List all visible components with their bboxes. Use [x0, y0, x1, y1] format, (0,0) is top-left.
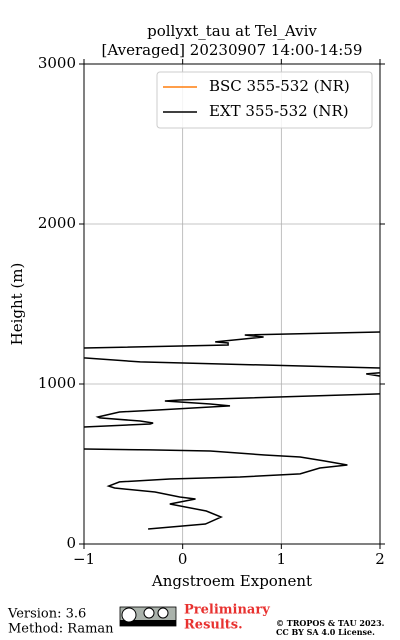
series-line	[84, 331, 380, 530]
cc-logo	[119, 606, 177, 627]
copyright: © TROPOS & TAU 2023.	[276, 618, 385, 628]
version: Version: 3.6	[7, 607, 86, 622]
y-tick-label: 3000	[38, 54, 76, 72]
chart-title: pollyxt_tau at Tel_Aviv	[147, 22, 317, 40]
legend-label: BSC 355-532 (NR)	[209, 77, 350, 95]
y-tick-label: 0	[66, 534, 76, 552]
plot-area	[84, 331, 380, 530]
x-tick-label: −1	[73, 550, 95, 568]
legend-box	[156, 71, 373, 129]
plot-frame	[83, 63, 381, 545]
x-axis-label: Angstroem Exponent	[151, 572, 312, 590]
x-tick-label: 0	[178, 550, 188, 568]
preliminary: Results.	[184, 618, 243, 633]
x-tick-label: 1	[277, 550, 287, 568]
y-tick-label: 1000	[38, 374, 76, 392]
copyright: CC BY SA 4.0 License.	[276, 627, 375, 637]
y-tick-label: 2000	[38, 214, 76, 232]
x-tick-label: 2	[375, 550, 385, 568]
legend-label: EXT 355-532 (NR)	[209, 102, 349, 120]
method: Method: Raman	[8, 622, 114, 637]
chart-title: [Averaged] 20230907 14:00-14:59	[102, 41, 363, 59]
preliminary: Preliminary	[184, 603, 270, 618]
y-axis-label: Height (m)	[8, 263, 26, 346]
